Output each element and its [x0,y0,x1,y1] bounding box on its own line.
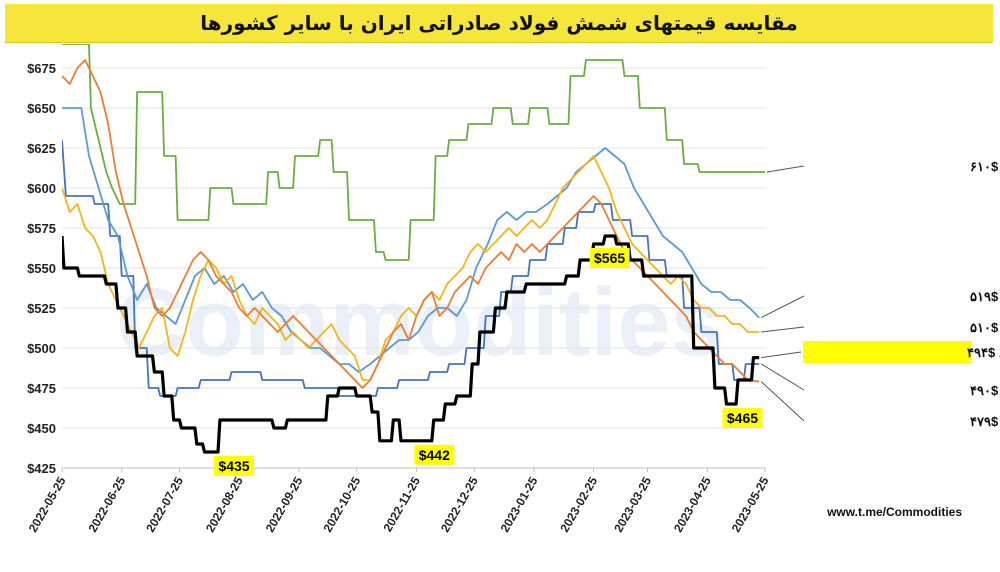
leader-line [766,165,805,173]
y-tick-label: $425 [27,461,56,476]
x-tick-label: 2022-09-25 [263,474,306,534]
x-tick-label: 2022-11-25 [380,474,423,534]
series-lines [62,44,765,454]
annotation-box [414,444,455,465]
series-label-china: بیلت تانگشان چین, $۴۷۹ [970,413,1000,430]
y-tick-label: $625 [27,141,56,156]
y-tick-label: $600 [27,181,56,196]
series-label-east_asia: بیلت وارداتی شرق آسیا, $۵۱۰ [970,319,1000,336]
leader-line [760,381,805,422]
annotation-box [214,456,255,476]
x-tick-label: 2022-07-25 [143,474,186,534]
annotations: $435 $442 $565 $465 [214,248,763,476]
x-tick-label: 2022-05-25 [26,474,69,534]
x-tick-label: 2022-12-25 [438,474,481,534]
annotation-label: $465 [727,410,758,426]
y-tick-label: $525 [27,301,56,316]
watermark: Commodities [116,269,724,376]
x-tick-label: 2023-02-25 [557,474,600,534]
x-tick-label: 2022-10-25 [320,474,363,534]
leader-line [760,363,805,391]
y-tick-label: $550 [27,261,56,276]
series-line-china [62,59,760,389]
leader-line [760,295,805,319]
series-line-iran [62,234,760,454]
annotation-box [722,408,763,428]
y-tick-label: $675 [27,61,56,76]
chart-title: مقایسه قیمتهای شمش فولاد صادراتی ایران ب… [5,4,993,43]
leader-line [761,326,805,333]
x-tick-label: 2023-01-25 [498,474,541,534]
annotation-label: $435 [218,458,249,474]
x-tick-label: 2022-08-25 [203,474,246,534]
grid [62,67,765,469]
y-tick-label: $475 [27,381,56,396]
y-tick-label: $575 [27,221,56,236]
series-line-turkey [62,44,765,261]
annotation-label: $565 [594,250,625,266]
label-highlight [803,341,971,363]
y-tick-label: $450 [27,421,56,436]
x-tick-label: 2023-03-25 [611,474,654,534]
series-label-india: بیلت فوب هند, $۴۹۰ [970,383,1000,399]
series-line-black_sea [62,107,760,373]
source-url: www.t.me/Commodities [827,505,962,519]
series-line-east_asia [62,155,760,381]
y-tick-label: $650 [27,101,56,116]
leader-line [761,351,802,359]
x-tick-label: 2022-06-25 [85,474,128,534]
y-tick-label: $500 [27,341,56,356]
x-tick-label: 2023-05-25 [729,474,772,534]
series-label-iran: بیلت فوب ایران, $۴۹۴ [967,345,1000,361]
x-tick-label: 2023-04-25 [671,474,714,534]
series-labels: بیلت فوب ترکیه, $۶۱۰ بیلت فوب دریای سیاه,… [760,159,1000,430]
annotation-box [589,248,630,268]
annotation-label: $442 [419,447,450,463]
series-label-black_sea: بیلت فوب دریای سیاه, $۵۱۹ [970,289,1000,305]
series-line-india [62,139,760,397]
series-label-turkey: بیلت فوب ترکیه, $۶۱۰ [970,159,1000,175]
